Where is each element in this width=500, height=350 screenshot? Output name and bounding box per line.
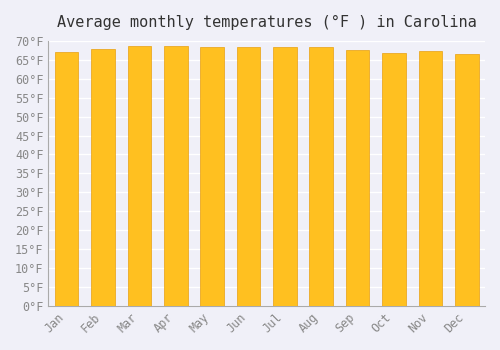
Bar xyxy=(455,54,478,306)
Bar xyxy=(382,52,406,306)
Title: Average monthly temperatures (°F ) in Carolina: Average monthly temperatures (°F ) in Ca… xyxy=(57,15,476,30)
Bar xyxy=(346,50,370,306)
Bar xyxy=(200,47,224,306)
Bar xyxy=(310,47,333,306)
Bar xyxy=(273,47,296,306)
Bar xyxy=(236,47,260,306)
Bar xyxy=(128,46,151,306)
Bar xyxy=(418,51,442,306)
Bar xyxy=(164,46,188,306)
Bar xyxy=(54,52,78,306)
Bar xyxy=(91,49,115,306)
